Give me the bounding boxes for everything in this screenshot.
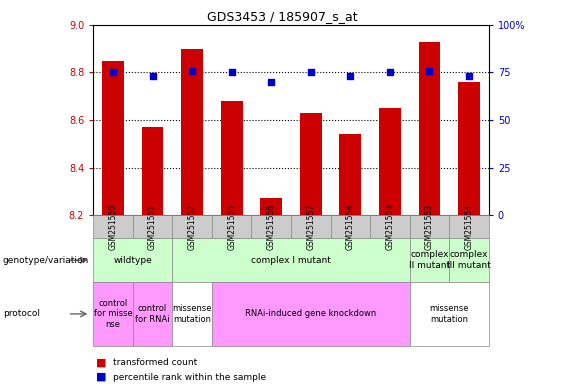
Point [227,70,236,76]
Bar [102,61,124,215]
Text: control
for misse
nse: control for misse nse [94,299,132,329]
Point [385,70,394,76]
Text: RNAi-induced gene knockdown: RNAi-induced gene knockdown [245,310,376,318]
Bar [181,49,203,215]
Text: genotype/variation: genotype/variation [3,256,89,265]
Point [346,73,355,79]
Point [267,79,276,85]
Text: percentile rank within the sample: percentile rank within the sample [113,372,266,382]
Text: wildtype: wildtype [114,256,152,265]
Text: protocol: protocol [3,310,40,318]
Text: GSM251552: GSM251552 [188,204,197,250]
Bar [221,101,242,215]
Text: GSM251559: GSM251559 [385,204,394,250]
Text: GDS3453 / 185907_s_at: GDS3453 / 185907_s_at [207,10,358,23]
Bar [142,127,163,215]
Point [108,70,118,76]
Text: GSM251554: GSM251554 [464,204,473,250]
Bar [379,108,401,215]
Text: complex I mutant: complex I mutant [251,256,331,265]
Text: GSM251551: GSM251551 [148,204,157,250]
Text: GSM251555: GSM251555 [227,204,236,250]
Text: ■: ■ [96,358,107,368]
Text: complex
II mutant: complex II mutant [409,250,450,270]
Text: GSM251553: GSM251553 [425,204,434,250]
Text: GSM251558: GSM251558 [346,204,355,250]
Text: control
for RNAi: control for RNAi [135,304,170,324]
Text: ■: ■ [96,372,107,382]
Point [425,68,434,74]
Bar [300,113,321,215]
Text: transformed count: transformed count [113,358,197,367]
Text: missense
mutation: missense mutation [172,304,212,324]
Text: GSM251556: GSM251556 [267,204,276,250]
Bar [340,134,361,215]
Text: complex
III mutant: complex III mutant [447,250,491,270]
Text: missense
mutation: missense mutation [429,304,469,324]
Text: GSM251550: GSM251550 [108,204,118,250]
Text: GSM251557: GSM251557 [306,204,315,250]
Point [188,68,197,74]
Bar [458,82,480,215]
Bar [260,199,282,215]
Point [464,73,473,79]
Point [306,70,315,76]
Bar [419,41,440,215]
Point [148,73,157,79]
